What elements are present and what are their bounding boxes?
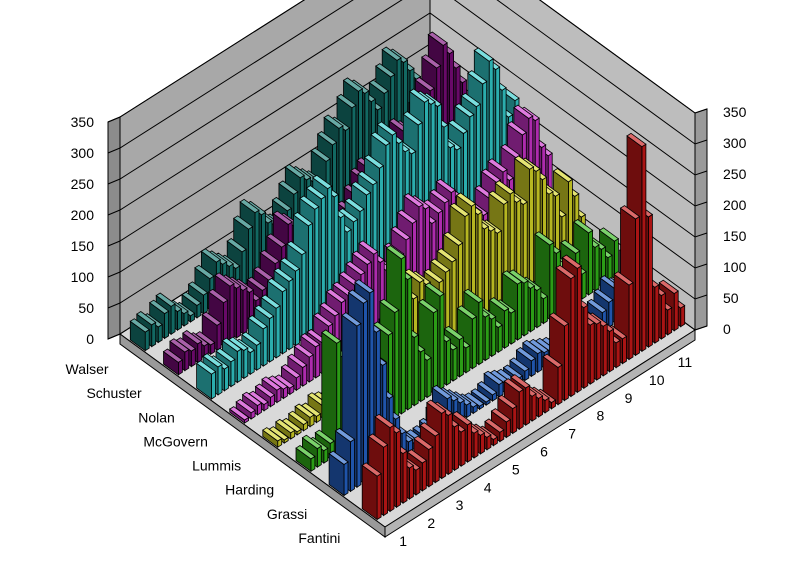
bar-mcgovern-1 bbox=[228, 406, 250, 424]
bars-layer bbox=[129, 31, 686, 521]
z-tick-left-300: 300 bbox=[71, 145, 95, 161]
index-label-2: 2 bbox=[427, 515, 435, 531]
gridline-250 bbox=[107, 0, 708, 185]
index-label-7: 7 bbox=[568, 426, 576, 442]
z-tick-left-200: 200 bbox=[71, 207, 95, 223]
z-tick-right-300: 300 bbox=[723, 135, 747, 151]
index-label-8: 8 bbox=[597, 408, 605, 424]
index-label-1: 1 bbox=[399, 533, 407, 549]
bar-mcgovern-2 bbox=[235, 398, 256, 420]
gridline-300 bbox=[107, 0, 708, 154]
series-label-walser: Walser bbox=[66, 361, 109, 377]
gridline-200 bbox=[107, 12, 708, 216]
z-tick-right-100: 100 bbox=[723, 259, 747, 275]
index-label-6: 6 bbox=[540, 444, 548, 460]
index-label-11: 11 bbox=[678, 354, 693, 370]
gridline-350 bbox=[107, 0, 708, 123]
index-label-5: 5 bbox=[512, 461, 520, 477]
bar-fantini-1 bbox=[361, 462, 382, 521]
bar-grassi-23 bbox=[470, 388, 491, 406]
index-label-3: 3 bbox=[456, 497, 464, 513]
bar-schuster-1 bbox=[162, 348, 184, 376]
index-label-10: 10 bbox=[649, 372, 665, 388]
series-label-nolan: Nolan bbox=[138, 409, 175, 425]
series-label-schuster: Schuster bbox=[86, 385, 142, 401]
index-label-9: 9 bbox=[625, 390, 633, 406]
bar-fantini-29 bbox=[542, 353, 563, 406]
bar-walser-1 bbox=[129, 318, 150, 352]
z-tick-left-50: 50 bbox=[78, 300, 94, 316]
bar-lummis-5 bbox=[287, 410, 309, 432]
z-tick-right-50: 50 bbox=[723, 290, 739, 306]
bar-harding-1 bbox=[295, 445, 316, 473]
bar-nolan-1 bbox=[195, 360, 217, 400]
series-label-mcgovern: McGovern bbox=[143, 433, 208, 449]
z-tick-right-350: 350 bbox=[723, 104, 747, 120]
series-label-grassi: Grassi bbox=[267, 506, 307, 522]
series-label-lummis: Lummis bbox=[192, 458, 241, 474]
z-tick-right-200: 200 bbox=[723, 197, 747, 213]
z-tick-left-250: 250 bbox=[71, 176, 95, 192]
series-label-harding: Harding bbox=[225, 482, 274, 498]
bar-lummis-1 bbox=[262, 427, 283, 448]
bar-grassi-1 bbox=[328, 450, 349, 497]
z-tick-left-350: 350 bbox=[71, 114, 95, 130]
z-tick-left-100: 100 bbox=[71, 269, 95, 285]
z-tick-right-150: 150 bbox=[723, 228, 747, 244]
z-tick-right-250: 250 bbox=[723, 166, 747, 182]
z-tick-left-150: 150 bbox=[71, 238, 95, 254]
z-tick-right-0: 0 bbox=[723, 321, 731, 337]
gridlines bbox=[107, 0, 708, 340]
index-label-4: 4 bbox=[484, 479, 492, 495]
axis-labels: 0 50 100 150 200 250 300 350 0 50 100 150 200 250 300 3… bbox=[66, 104, 747, 549]
floor-edge-right bbox=[384, 329, 696, 538]
z-tick-left-0: 0 bbox=[86, 331, 94, 347]
series-label-fantini: Fantini bbox=[298, 530, 340, 546]
